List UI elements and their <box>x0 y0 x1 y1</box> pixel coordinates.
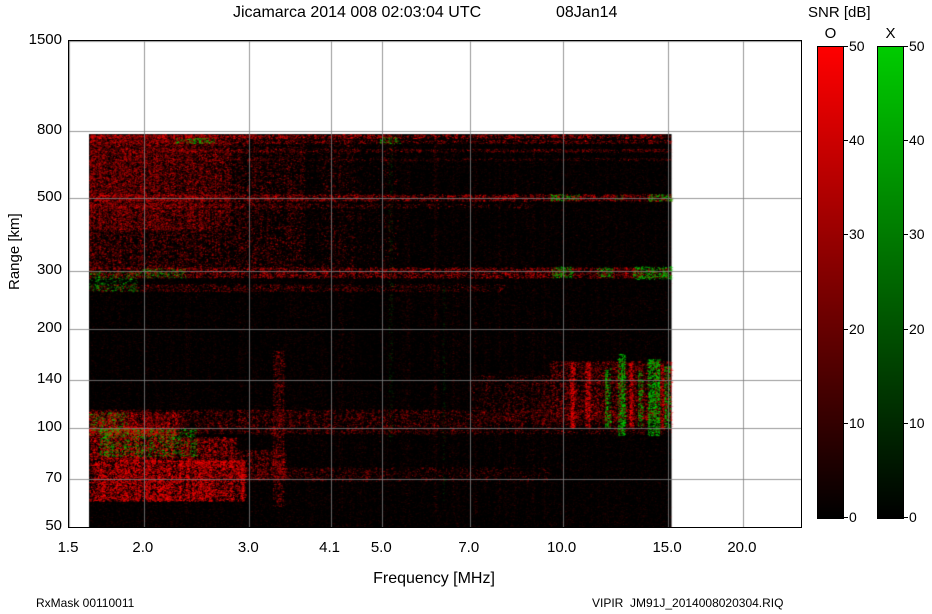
colorbar-tick-label: 50 <box>909 38 925 54</box>
x-tick-label: 20.0 <box>727 539 757 556</box>
y-tick-label: 200 <box>36 318 62 336</box>
x-tick-label: 5.0 <box>370 539 392 556</box>
x-tick-label: 3.0 <box>237 539 259 556</box>
colorbar-tick-label: 0 <box>909 509 917 525</box>
colorbar-x-label: X <box>885 25 896 42</box>
rxmask-label: RxMask 00110011 <box>36 596 135 610</box>
y-tick-label: 140 <box>36 369 62 387</box>
x-axis-label: Frequency [MHz] <box>373 570 495 587</box>
x-tick-label: 1.5 <box>57 539 79 556</box>
y-tick-label: 100 <box>36 417 62 435</box>
x-tick-label: 15.0 <box>652 539 682 556</box>
colorbar-tick-label: 40 <box>909 132 925 149</box>
y-axis-label: Range [km] <box>6 213 23 290</box>
colorbar-title: SNR [dB] <box>808 4 871 21</box>
colorbar-o-label: O <box>824 25 837 42</box>
y-tick-label: 70 <box>45 468 62 486</box>
x-colorbar-gradient <box>877 46 904 519</box>
plot-title: Jicamarca 2014 008 02:03:04 UTC <box>233 4 482 21</box>
y-tick-label: 1500 <box>28 31 62 48</box>
colorbar-tick-label: 20 <box>849 320 865 337</box>
x-tick-label: 2.0 <box>132 539 154 556</box>
colorbar-tick-label: 20 <box>909 320 925 337</box>
ionogram-canvas <box>69 41 801 527</box>
x-tick-label: 7.0 <box>458 539 480 556</box>
x-tick-label: 4.1 <box>319 539 341 556</box>
y-tick-label: 50 <box>45 517 62 534</box>
colorbar-tick-label: 10 <box>909 414 925 431</box>
plot-area <box>68 40 802 528</box>
colorbar-tick-label: 10 <box>849 414 865 431</box>
o-colorbar-gradient <box>817 46 844 519</box>
colorbar-tick-label: 0 <box>849 509 857 525</box>
colorbar-tick-label: 50 <box>849 38 865 54</box>
plot-date: 08Jan14 <box>556 4 618 21</box>
source-file-label: VIPIR JM91J_2014008020304.RIQ <box>592 596 784 610</box>
colorbar-tick-label: 30 <box>849 226 865 243</box>
y-tick-label: 500 <box>36 187 62 205</box>
colorbar-tick-label: 40 <box>849 132 865 149</box>
x-tick-label: 10.0 <box>546 539 577 556</box>
y-tick-label: 800 <box>36 120 62 138</box>
colorbar-tick-label: 30 <box>909 226 925 243</box>
